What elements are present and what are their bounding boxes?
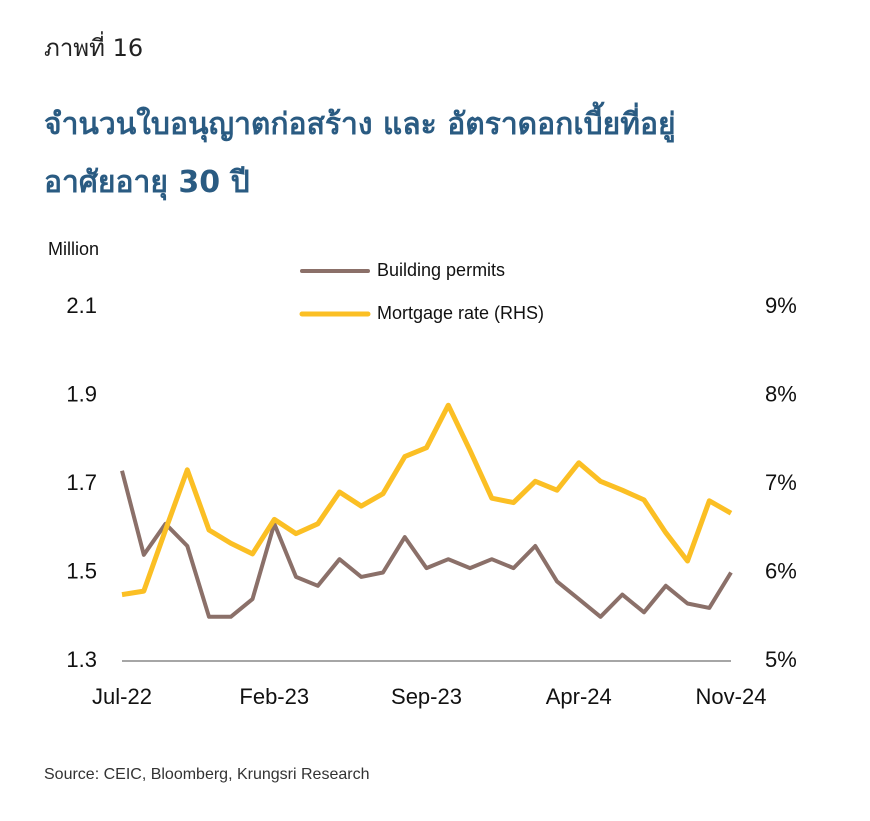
title-line: อาศัยอายุ 30 ปี [44,165,250,200]
figure-label: ภาพที่ 16 [44,34,144,62]
y-tick-label: 1.7 [66,470,97,495]
legend-label: Mortgage rate (RHS) [377,303,544,323]
legend-label: Building permits [377,260,505,280]
x-tick-label: Jul-22 [92,684,152,709]
y-tick-label: 2.1 [66,293,97,318]
y-tick-label: 1.3 [66,647,97,672]
y2-tick-label: 9% [765,293,797,318]
y-tick-label: 1.9 [66,381,97,406]
y2-tick-label: 7% [765,470,797,495]
y-tick-label: 1.5 [66,558,97,583]
y-axis-label: Million [48,239,99,259]
x-tick-label: Apr-24 [546,684,612,709]
y2-tick-label: 5% [765,647,797,672]
chart-title: จำนวนใบอนุญาตก่อสร้าง และ อัตราดอกเบี้ยท… [44,96,676,212]
y2-tick-label: 8% [765,381,797,406]
x-tick-label: Nov-24 [696,684,767,709]
series-line [121,402,733,598]
x-tick-label: Sep-23 [391,684,462,709]
title-line: จำนวนใบอนุญาตก่อสร้าง และ อัตราดอกเบี้ยท… [44,107,676,142]
source: Source: CEIC, Bloomberg, Krungsri Resear… [44,766,370,783]
x-tick-label: Feb-23 [239,684,309,709]
series-line [120,470,733,619]
y2-tick-label: 6% [765,558,797,583]
